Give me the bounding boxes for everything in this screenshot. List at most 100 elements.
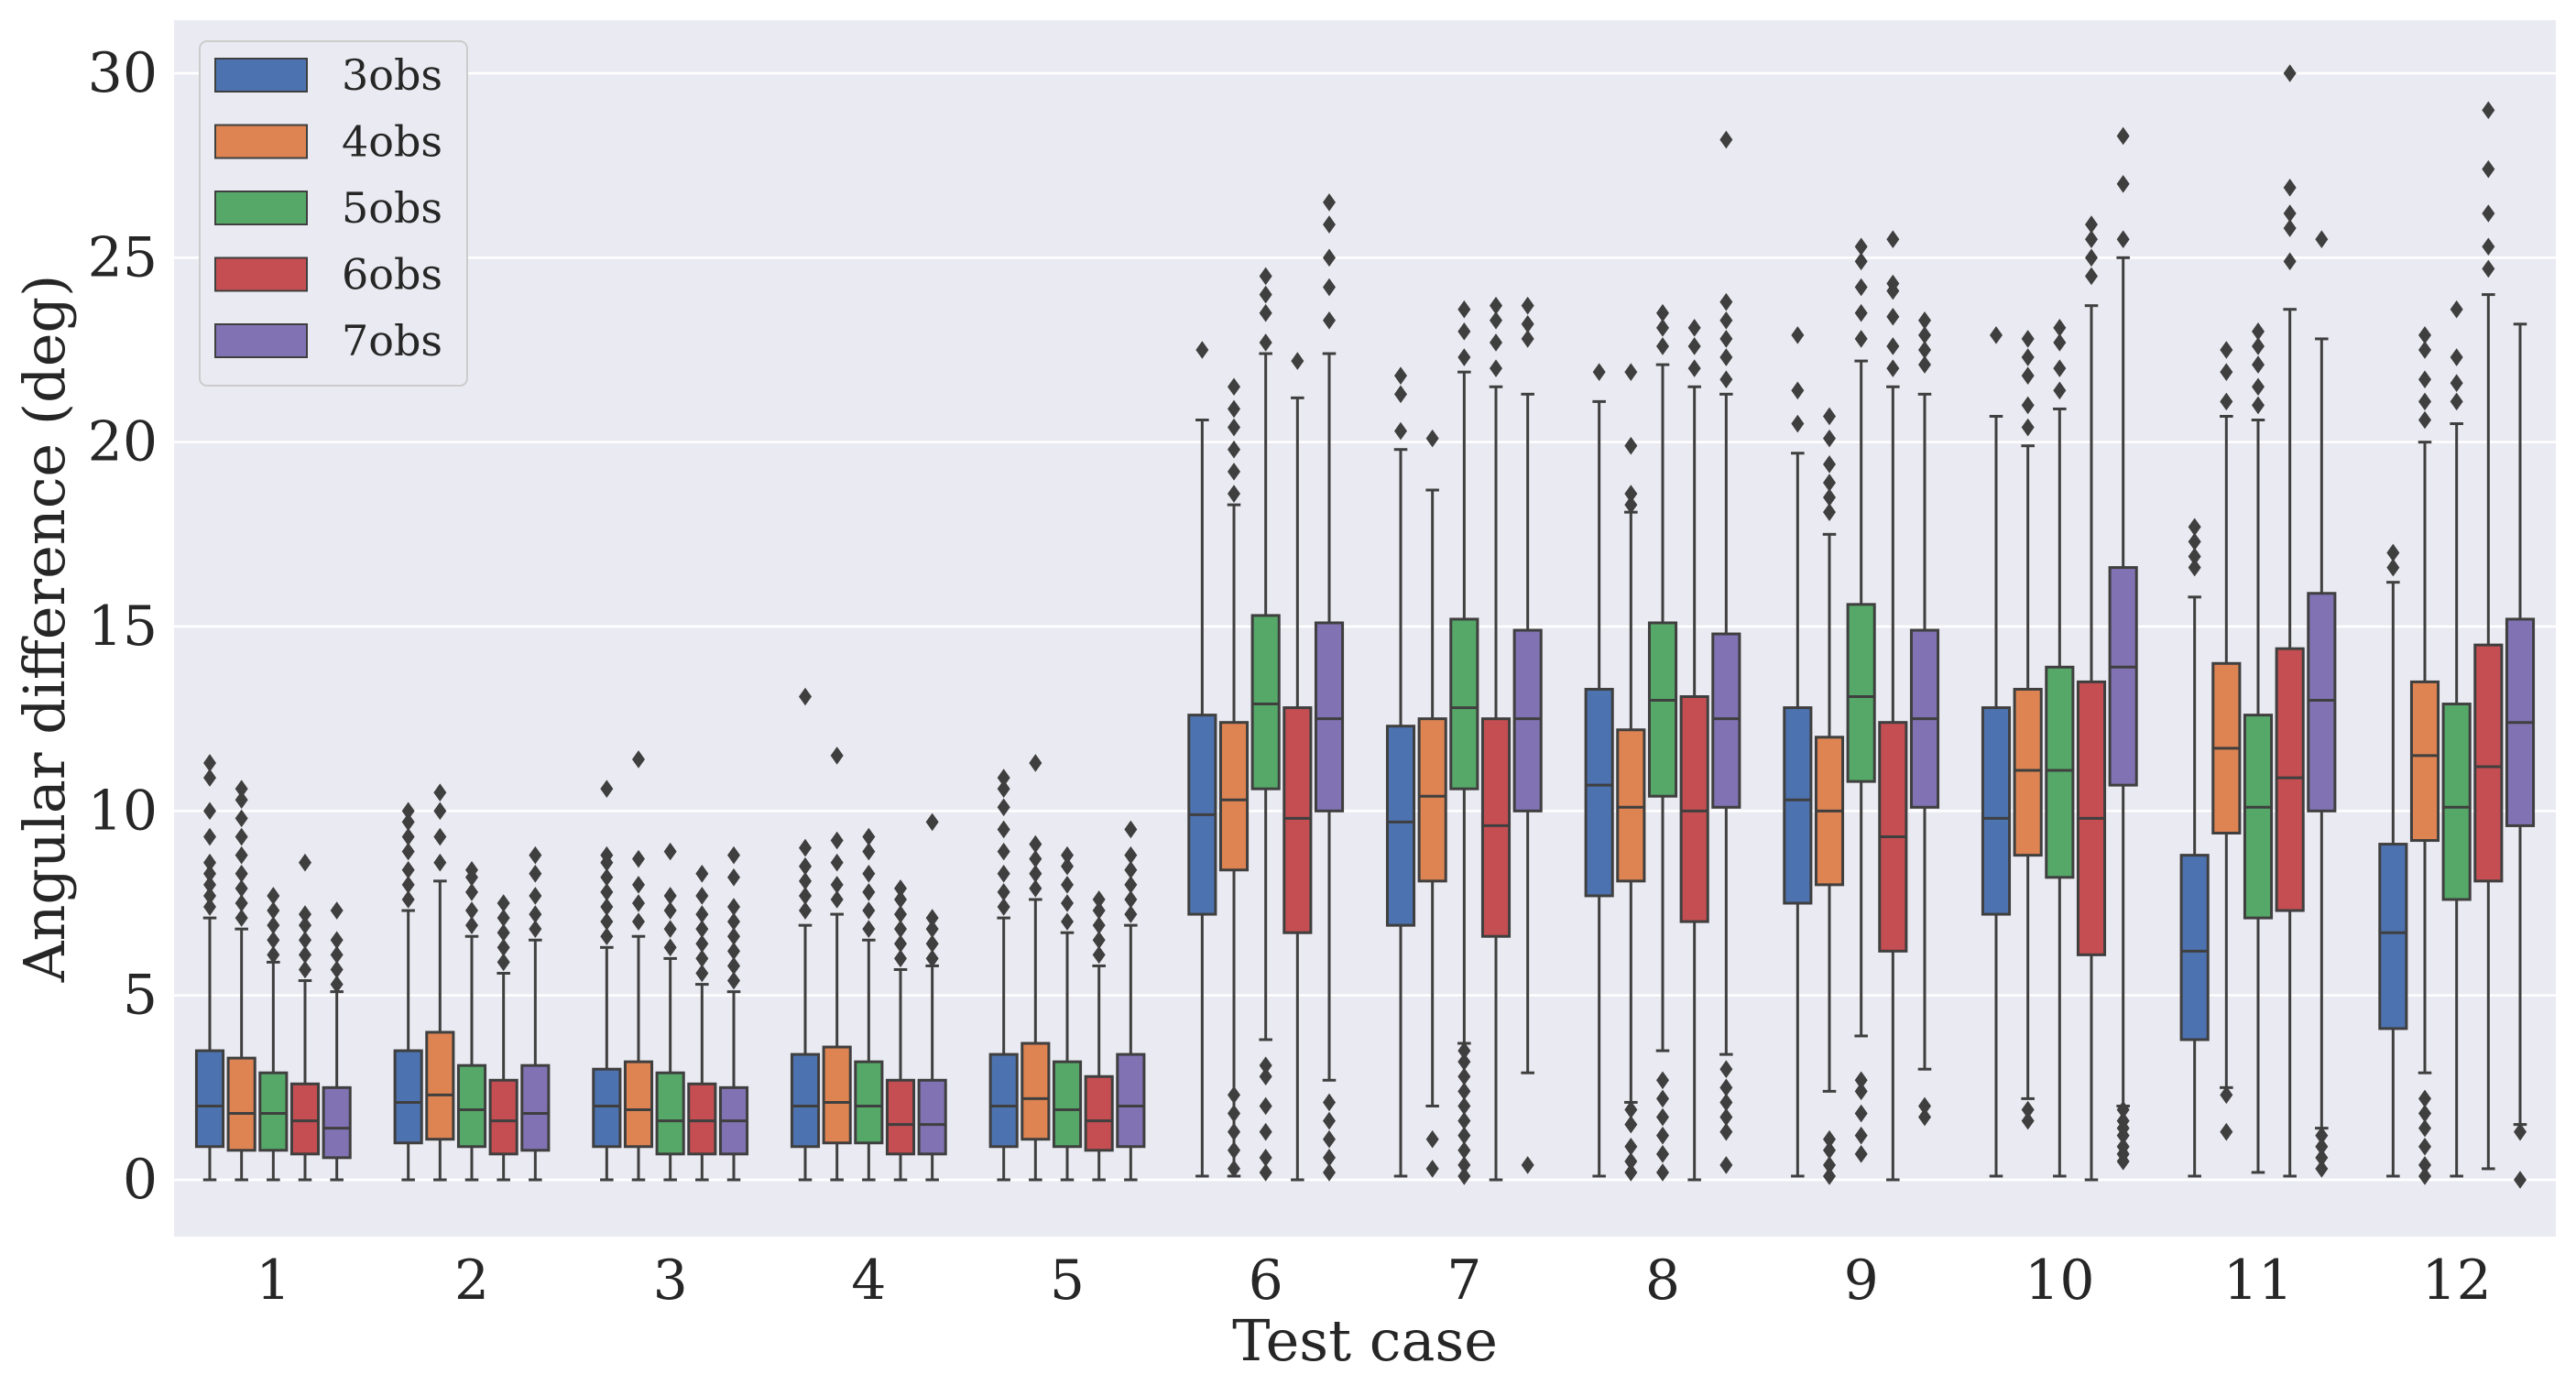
outlier-point xyxy=(695,949,709,968)
x-tick-label: 9 xyxy=(1844,1249,1879,1313)
outlier-point xyxy=(203,898,216,916)
outlier-point xyxy=(862,883,876,901)
outlier-point xyxy=(2188,518,2201,537)
y-tick-label: 30 xyxy=(88,41,158,105)
outlier-point xyxy=(2386,543,2400,562)
box-6obs-case-8 xyxy=(1679,319,1709,1182)
outlier-point xyxy=(299,916,311,934)
outlier-point xyxy=(1490,311,1502,330)
outlier-point xyxy=(997,820,1010,839)
outlier-point xyxy=(2482,101,2495,120)
box-6obs-case-12 xyxy=(2473,101,2504,1171)
x-tick-label: 6 xyxy=(1249,1249,1283,1313)
outlier-point xyxy=(799,887,812,905)
outlier-point xyxy=(997,780,1010,798)
outlier-point xyxy=(830,747,844,765)
outlier-point xyxy=(2252,396,2265,415)
outlier-point xyxy=(1323,278,1336,297)
outlier-point xyxy=(401,860,415,879)
box-3obs-case-5 xyxy=(988,769,1019,1182)
outlier-point xyxy=(235,809,248,828)
box-iqr xyxy=(1084,1074,1114,1152)
box-iqr xyxy=(2409,680,2440,843)
legend-swatch-4obs xyxy=(214,124,308,159)
outlier-point xyxy=(235,864,248,883)
box-4obs-case-11 xyxy=(2211,341,2242,1141)
outlier-point xyxy=(1457,1041,1471,1060)
box-iqr xyxy=(393,1049,423,1145)
outlier-point xyxy=(1624,1163,1638,1182)
outlier-point xyxy=(1124,820,1138,839)
outlier-point xyxy=(1719,292,1733,311)
outlier-point xyxy=(1259,303,1272,322)
outlier-point xyxy=(695,905,709,923)
box-iqr xyxy=(687,1082,717,1156)
box-5obs-case-9 xyxy=(1846,237,1876,1163)
outlier-point xyxy=(1228,377,1240,397)
box-5obs-case-12 xyxy=(2441,300,2472,1178)
outlier-point xyxy=(1823,503,1836,521)
legend-label-7obs: 7obs xyxy=(342,316,442,365)
box-iqr xyxy=(2441,703,2472,901)
box-6obs-case-11 xyxy=(2275,64,2305,1178)
box-4obs-case-1 xyxy=(226,780,257,1182)
box-iqr xyxy=(322,1085,352,1160)
outlier-point xyxy=(695,887,709,905)
box-iqr xyxy=(2108,566,2138,787)
outlier-point xyxy=(401,890,415,909)
box-iqr xyxy=(1616,728,1646,883)
outlier-point xyxy=(2315,230,2329,248)
box-3obs-case-3 xyxy=(592,780,622,1182)
box-5obs-case-3 xyxy=(655,842,685,1182)
outlier-point xyxy=(2450,300,2463,319)
outlier-point xyxy=(433,802,447,821)
outlier-point xyxy=(997,798,1010,817)
outlier-point xyxy=(1457,1082,1471,1101)
box-3obs-case-1 xyxy=(194,754,225,1182)
x-tick-label: 3 xyxy=(653,1249,688,1313)
box-6obs-case-3 xyxy=(687,864,717,1182)
outlier-point xyxy=(1061,856,1074,876)
box-5obs-case-7 xyxy=(1449,300,1479,1185)
outlier-point xyxy=(235,894,248,912)
outlier-point xyxy=(267,901,280,920)
outlier-point xyxy=(433,783,447,802)
outlier-point xyxy=(1124,905,1138,923)
outlier-point xyxy=(2021,418,2035,437)
legend-swatch-5obs xyxy=(214,191,308,225)
outlier-point xyxy=(997,864,1010,883)
outlier-point xyxy=(1259,267,1272,286)
outlier-point xyxy=(1029,849,1042,868)
outlier-point xyxy=(1457,1156,1471,1174)
box-6obs-case-2 xyxy=(488,894,518,1182)
box-iqr xyxy=(289,1082,321,1156)
outlier-point xyxy=(1259,1056,1272,1074)
outlier-point xyxy=(2418,1156,2431,1174)
box-iqr xyxy=(1283,706,1313,934)
outlier-point xyxy=(1823,1156,1836,1174)
outlier-point xyxy=(1719,348,1733,366)
box-5obs-case-10 xyxy=(2045,319,2075,1178)
outlier-point xyxy=(299,853,311,872)
outlier-point xyxy=(1425,1160,1439,1178)
outlier-point xyxy=(1323,248,1336,267)
outlier-point xyxy=(727,956,740,976)
outlier-point xyxy=(1092,931,1106,950)
outlier-point xyxy=(1323,1111,1336,1130)
outlier-point xyxy=(497,923,510,943)
y-tick-label: 0 xyxy=(123,1148,158,1212)
outlier-point xyxy=(2514,1171,2527,1189)
outlier-point xyxy=(632,750,645,769)
box-6obs-case-5 xyxy=(1084,890,1114,1182)
outlier-point xyxy=(2283,252,2297,271)
outlier-point xyxy=(1719,1060,1733,1078)
outlier-point xyxy=(1457,1096,1471,1116)
outlier-point xyxy=(1457,1052,1471,1071)
outlier-point xyxy=(830,853,844,872)
outlier-point xyxy=(2116,174,2130,193)
outlier-point xyxy=(2053,359,2067,377)
outlier-point xyxy=(1061,912,1074,931)
outlier-point xyxy=(1719,1093,1733,1112)
outlier-point xyxy=(2482,259,2495,278)
